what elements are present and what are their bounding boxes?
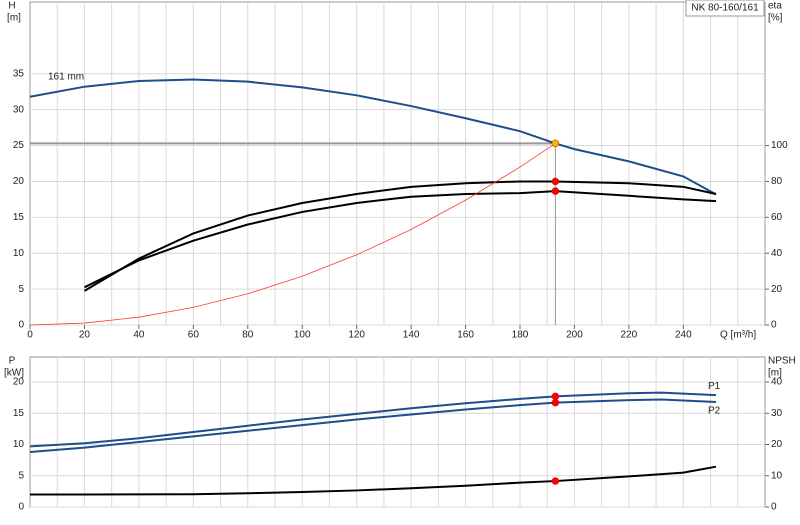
y2-tick-label: 60 [771,212,783,223]
y-axis-label: H [8,1,15,12]
y2-axis-label: NPSH [768,356,796,367]
y2-tick-label: 80 [771,176,783,187]
legend-label: P1 [708,381,721,392]
marker [551,139,560,148]
y2-tick-label: 30 [771,408,783,419]
y2-tick-label: 40 [771,248,783,259]
x-tick-label: 220 [621,330,638,341]
plot-area [29,356,766,508]
y2-tick-label: 100 [771,140,788,151]
y2-tick-label: 10 [771,470,783,481]
marker [551,187,560,195]
y-tick-label: 5 [18,470,24,481]
x-tick-label: 200 [566,330,583,341]
x-tick-label: 60 [188,330,200,341]
y-tick-label: 0 [18,320,24,331]
legend-label: P2 [708,406,721,417]
series-line [29,398,717,453]
x-tick-label: 100 [294,330,311,341]
y2-tick-label: 20 [771,439,783,450]
y-tick-label: 25 [13,140,25,151]
series-line [83,180,717,292]
series-line [84,190,717,289]
marker [551,392,560,401]
x-tick-label: 160 [457,330,474,341]
marker [551,477,560,485]
y-tick-label: 0 [18,502,24,513]
y-tick-label: 5 [18,284,24,295]
y-tick-label: 10 [13,248,25,259]
x-tick-label: 140 [403,330,420,341]
y2-tick-label: 0 [771,320,777,331]
chart-title: NK 80-160/161 [691,3,759,14]
y-axis-label: P [9,356,16,367]
y2-axis-unit: [%] [768,13,783,24]
plot-area [29,1,766,326]
y2-axis-label: eta [768,1,782,12]
y2-tick-label: 20 [771,284,783,295]
series-line [30,465,717,496]
x-tick-label: 240 [675,330,692,341]
x-tick-label: 80 [242,330,254,341]
title-box [685,0,765,17]
y-tick-label: 10 [13,439,25,450]
y-tick-label: 20 [13,176,25,187]
series-line [29,143,556,326]
y-axis-unit: [m] [7,13,21,24]
y2-axis-unit: [m] [768,368,782,379]
x-tick-label: 120 [348,330,365,341]
y-tick-label: 35 [13,68,25,79]
series-line [29,391,717,448]
marker [551,398,560,407]
y-tick-label: 15 [13,408,25,419]
x-tick-label: 20 [79,330,91,341]
y-tick-label: 30 [13,104,25,115]
y-tick-label: 20 [13,377,25,388]
annotation: 161 mm [48,72,84,83]
y2-tick-label: 40 [771,377,783,388]
x-tick-label: 40 [133,330,145,341]
x-tick-label: 0 [27,330,33,341]
x-axis-label: Q [m³/h] [720,330,756,341]
y-tick-label: 15 [13,212,25,223]
marker [551,177,560,186]
y2-tick-label: 0 [771,502,777,513]
y-axis-unit: [kW] [4,368,24,379]
series-line [29,78,717,196]
x-tick-label: 180 [512,330,529,341]
